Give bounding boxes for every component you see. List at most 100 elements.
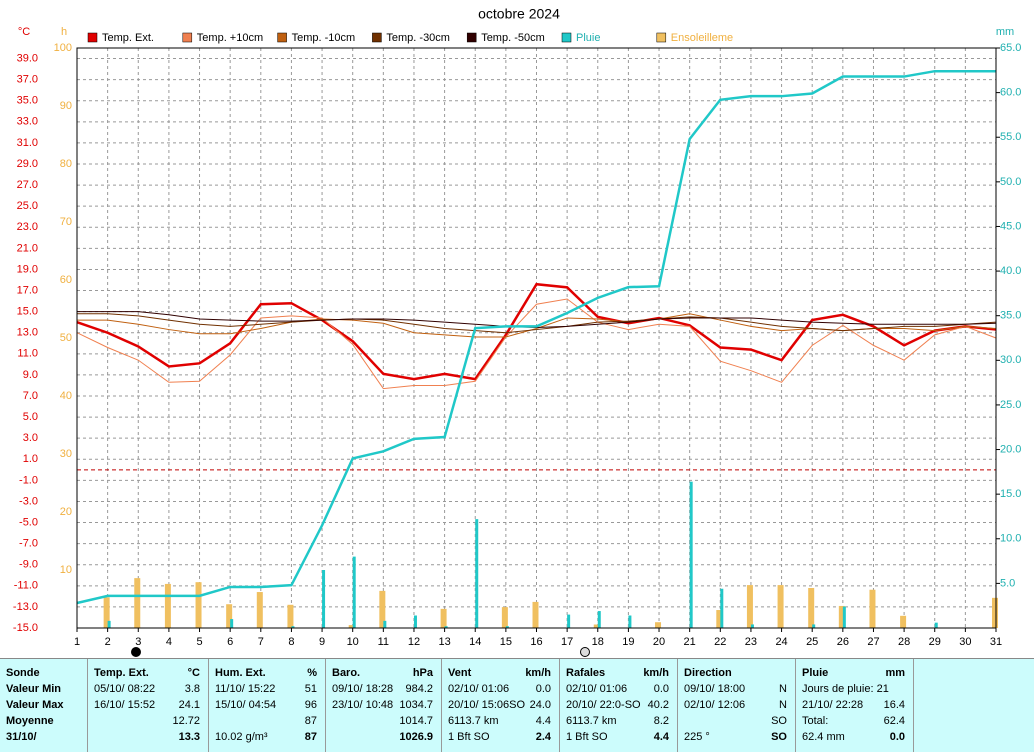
rain-bar <box>567 614 571 628</box>
cell-value: 40.2 <box>647 699 669 711</box>
series-line <box>77 313 997 334</box>
column-unit: mm <box>885 667 905 679</box>
series-line <box>76 69 996 605</box>
x-tick-label: 18 <box>592 636 604 648</box>
rain-bar <box>750 624 754 628</box>
x-tick-label: 20 <box>653 636 665 648</box>
cell-value: 0.0 <box>653 683 669 695</box>
cell-text: 02/10/ 12:06 <box>684 699 746 711</box>
cell-value: 87 <box>304 731 317 743</box>
column: Pluie mm Jours de pluie: 21 21/10/ 22:28 16.… <box>796 659 914 752</box>
sun-bar <box>593 624 600 628</box>
column-header: Baro. <box>332 667 361 679</box>
series-line <box>76 298 997 390</box>
cell-value: N <box>779 699 787 711</box>
column-header: Rafales <box>566 667 606 679</box>
sun-bar <box>440 608 447 628</box>
x-tick-label: 28 <box>898 636 910 648</box>
cell-value: 96 <box>304 699 317 711</box>
y3-tick-label: 15.0 <box>1000 488 1021 500</box>
y-tick-label: 35.0 <box>17 95 38 107</box>
cell-value: 1026.9 <box>399 731 433 743</box>
y-tick-label: 25.0 <box>17 200 38 212</box>
row-labels: Sonde Valeur Min Valeur Max Moyenne 31/10/ <box>0 659 88 752</box>
sun-bar <box>195 582 202 628</box>
y-unit: °C <box>18 26 30 38</box>
x-tick-label: 11 <box>378 636 389 648</box>
cell-value: 4.4 <box>653 731 669 743</box>
cell-text: 23/10/ 10:48 <box>332 699 394 711</box>
y3-unit: mm <box>996 26 1014 38</box>
y-tick-label: -9.0 <box>19 559 38 571</box>
y-tick-label: 21.0 <box>17 242 38 254</box>
x-tick-label: 5 <box>196 636 202 648</box>
x-tick-label: 26 <box>837 636 849 648</box>
y2-tick-label: 80 <box>60 158 72 170</box>
x-tick-label: 6 <box>227 636 233 648</box>
series-line <box>76 282 997 381</box>
column-unit: km/h <box>525 667 551 679</box>
cell-value: 984.2 <box>405 683 433 695</box>
y2-tick-label: 90 <box>60 100 72 112</box>
marks <box>76 69 998 628</box>
cell-text: 02/10/ 01:06 <box>566 683 628 695</box>
summary-table: Sonde Valeur Min Valeur Max Moyenne 31/10/Te… <box>0 658 1034 752</box>
y-tick-label: 7.0 <box>23 390 38 402</box>
rain-bar <box>322 570 326 628</box>
cell-text: 1 Bft SO <box>566 731 608 743</box>
cell-value: N <box>779 683 787 695</box>
sun-bar <box>838 605 845 628</box>
y3-tick-label: 35.0 <box>1000 310 1021 322</box>
column: Vent km/h 02/10/ 01:06 0.0 20/10/ 15:06SO 24.… <box>442 659 560 752</box>
sun-bar <box>716 610 723 628</box>
row-label: Moyenne <box>6 715 54 727</box>
x-tick-label: 23 <box>745 636 757 648</box>
empty-column <box>914 659 1034 752</box>
legend-label: Temp. -30cm <box>386 32 450 44</box>
rain-bar <box>475 519 479 628</box>
rain-bar <box>720 588 724 628</box>
row-label: 31/10/ <box>6 731 37 743</box>
y3-tick-label: 5.0 <box>1000 577 1015 589</box>
cell-text: 16/10/ 15:52 <box>94 699 156 711</box>
y2-tick-label: 30 <box>60 448 72 460</box>
x-tick-label: 30 <box>959 636 971 648</box>
y-tick-label: 39.0 <box>17 52 38 64</box>
cell-text: 225 ° <box>684 731 710 743</box>
x-tick-label: 31 <box>990 636 1002 648</box>
y-tick-label: 5.0 <box>23 411 38 423</box>
rain-bar <box>230 619 234 628</box>
sun-bar <box>103 597 110 628</box>
column: Rafales km/h 02/10/ 01:06 0.0 20/10/ 22:0-SO… <box>560 659 678 752</box>
y-tick-label: -15.0 <box>13 622 38 634</box>
cell-text: 11/10/ 15:22 <box>215 683 276 695</box>
y3-tick-label: 30.0 <box>1000 354 1021 366</box>
cell-value: 0.0 <box>889 731 905 743</box>
y3-tick-label: 25.0 <box>1000 399 1021 411</box>
cell-text: 20/10/ 22:0-SO <box>566 699 641 711</box>
column-header: Temp. Ext. <box>94 667 149 679</box>
x-tick-label: 16 <box>530 636 542 648</box>
cell-text: 05/10/ 08:22 <box>94 683 156 695</box>
y2-tick-label: 10 <box>60 564 72 576</box>
y-tick-label: 19.0 <box>17 263 38 275</box>
row-label: Valeur Min <box>6 683 62 695</box>
sun-bar <box>226 604 233 628</box>
sun-bar <box>287 604 294 628</box>
sun-bar <box>134 578 141 628</box>
legend-swatch <box>561 32 572 43</box>
y-tick-label: -7.0 <box>19 538 38 550</box>
cell-text: 6113.7 km <box>448 715 499 727</box>
chart: octobre 2024 °C h mm -15.0 -13.0 -11.0 -9.0… <box>13 6 1021 657</box>
cell-value: 3.8 <box>184 683 200 695</box>
legend-swatch <box>656 32 667 43</box>
sun-bar <box>746 585 753 628</box>
legend-label: Temp. -10cm <box>292 32 356 44</box>
cell-text: 21/10/ 22:28 <box>802 699 864 711</box>
cell-value: 1014.7 <box>399 715 433 727</box>
y3-tick-label: 45.0 <box>1000 220 1021 232</box>
sun-bar <box>348 625 355 628</box>
x-tick-label: 22 <box>714 636 726 648</box>
column-header: Direction <box>684 667 732 679</box>
x-tick-label: 9 <box>319 636 325 648</box>
